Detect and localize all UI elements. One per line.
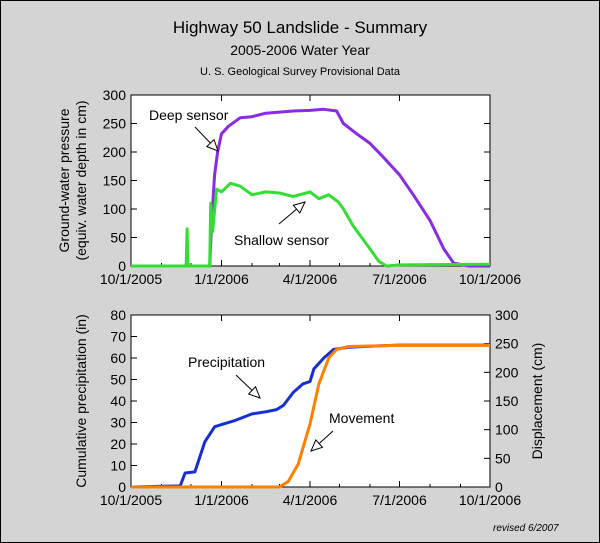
series-line-shallow-sensor — [131, 181, 491, 268]
y2-tick-label: 100 — [495, 422, 519, 438]
data-source-note: U. S. Geological Survey Provisional Data — [200, 66, 400, 78]
y-tick-label: 150 — [103, 173, 127, 189]
y-tick-label: 0 — [118, 258, 126, 274]
figure-title: Highway 50 Landslide - Summary — [172, 18, 428, 37]
y-axis-label-line1: Ground-water pressure — [56, 108, 72, 252]
shallow-sensor-label: Shallow sensor — [234, 232, 329, 248]
x-tick-label: 10/1/2005 — [100, 492, 162, 508]
y2-tick-label: 0 — [495, 479, 503, 495]
y-tick-label: 100 — [103, 201, 127, 217]
y-tick-label: 10 — [110, 458, 126, 474]
revision-note: revised 6/2007 — [493, 523, 559, 534]
shallow-sensor-arrow-head — [292, 201, 306, 214]
y-tick-label: 70 — [110, 329, 126, 345]
y2-tick-label: 250 — [495, 336, 519, 352]
y-tick-label: 50 — [110, 372, 126, 388]
y-tick-label: 0 — [118, 479, 126, 495]
y-tick-label: 20 — [110, 436, 126, 452]
deep-sensor-label: Deep sensor — [149, 107, 229, 123]
precipitation-label: Precipitation — [188, 354, 265, 370]
x-tick-label: 4/1/2006 — [283, 271, 338, 287]
figure-subtitle: 2005-2006 Water Year — [230, 42, 370, 58]
y-axis-label-line2: (equiv. water depth in cm) — [73, 100, 89, 260]
y-tick-label: 30 — [110, 415, 126, 431]
y-axis-label-left: Cumulative precipitation (in) — [73, 314, 89, 488]
y-tick-label: 300 — [103, 87, 127, 103]
y-tick-label: 40 — [110, 393, 126, 409]
y-tick-label: 250 — [103, 116, 127, 132]
y-tick-label: 60 — [110, 350, 126, 366]
x-tick-label: 4/1/2006 — [283, 492, 338, 508]
x-tick-label: 10/1/2006 — [459, 492, 521, 508]
x-tick-label: 1/1/2006 — [194, 271, 249, 287]
y2-tick-label: 200 — [495, 364, 519, 380]
y-tick-label: 50 — [110, 230, 126, 246]
y2-tick-label: 300 — [495, 307, 519, 323]
x-tick-label: 10/1/2005 — [100, 271, 162, 287]
movement-arrow-head — [310, 438, 324, 452]
y-axis-label-right: Displacement (cm) — [529, 343, 545, 460]
series-line-movement — [131, 343, 490, 489]
movement-label: Movement — [329, 410, 394, 426]
y-tick-label: 80 — [110, 307, 126, 323]
y-tick-label: 200 — [103, 144, 127, 160]
x-tick-label: 10/1/2006 — [459, 271, 521, 287]
deep-sensor-arrow-head — [205, 138, 219, 152]
x-tick-label: 7/1/2006 — [372, 271, 427, 287]
y2-tick-label: 50 — [495, 450, 511, 466]
plot-area-2 — [130, 314, 491, 488]
x-tick-label: 1/1/2006 — [194, 492, 249, 508]
precipitation-arrow-head — [247, 385, 261, 399]
y2-tick-label: 150 — [495, 393, 519, 409]
series-line-deep-sensor — [131, 107, 490, 268]
x-tick-label: 7/1/2006 — [372, 492, 427, 508]
